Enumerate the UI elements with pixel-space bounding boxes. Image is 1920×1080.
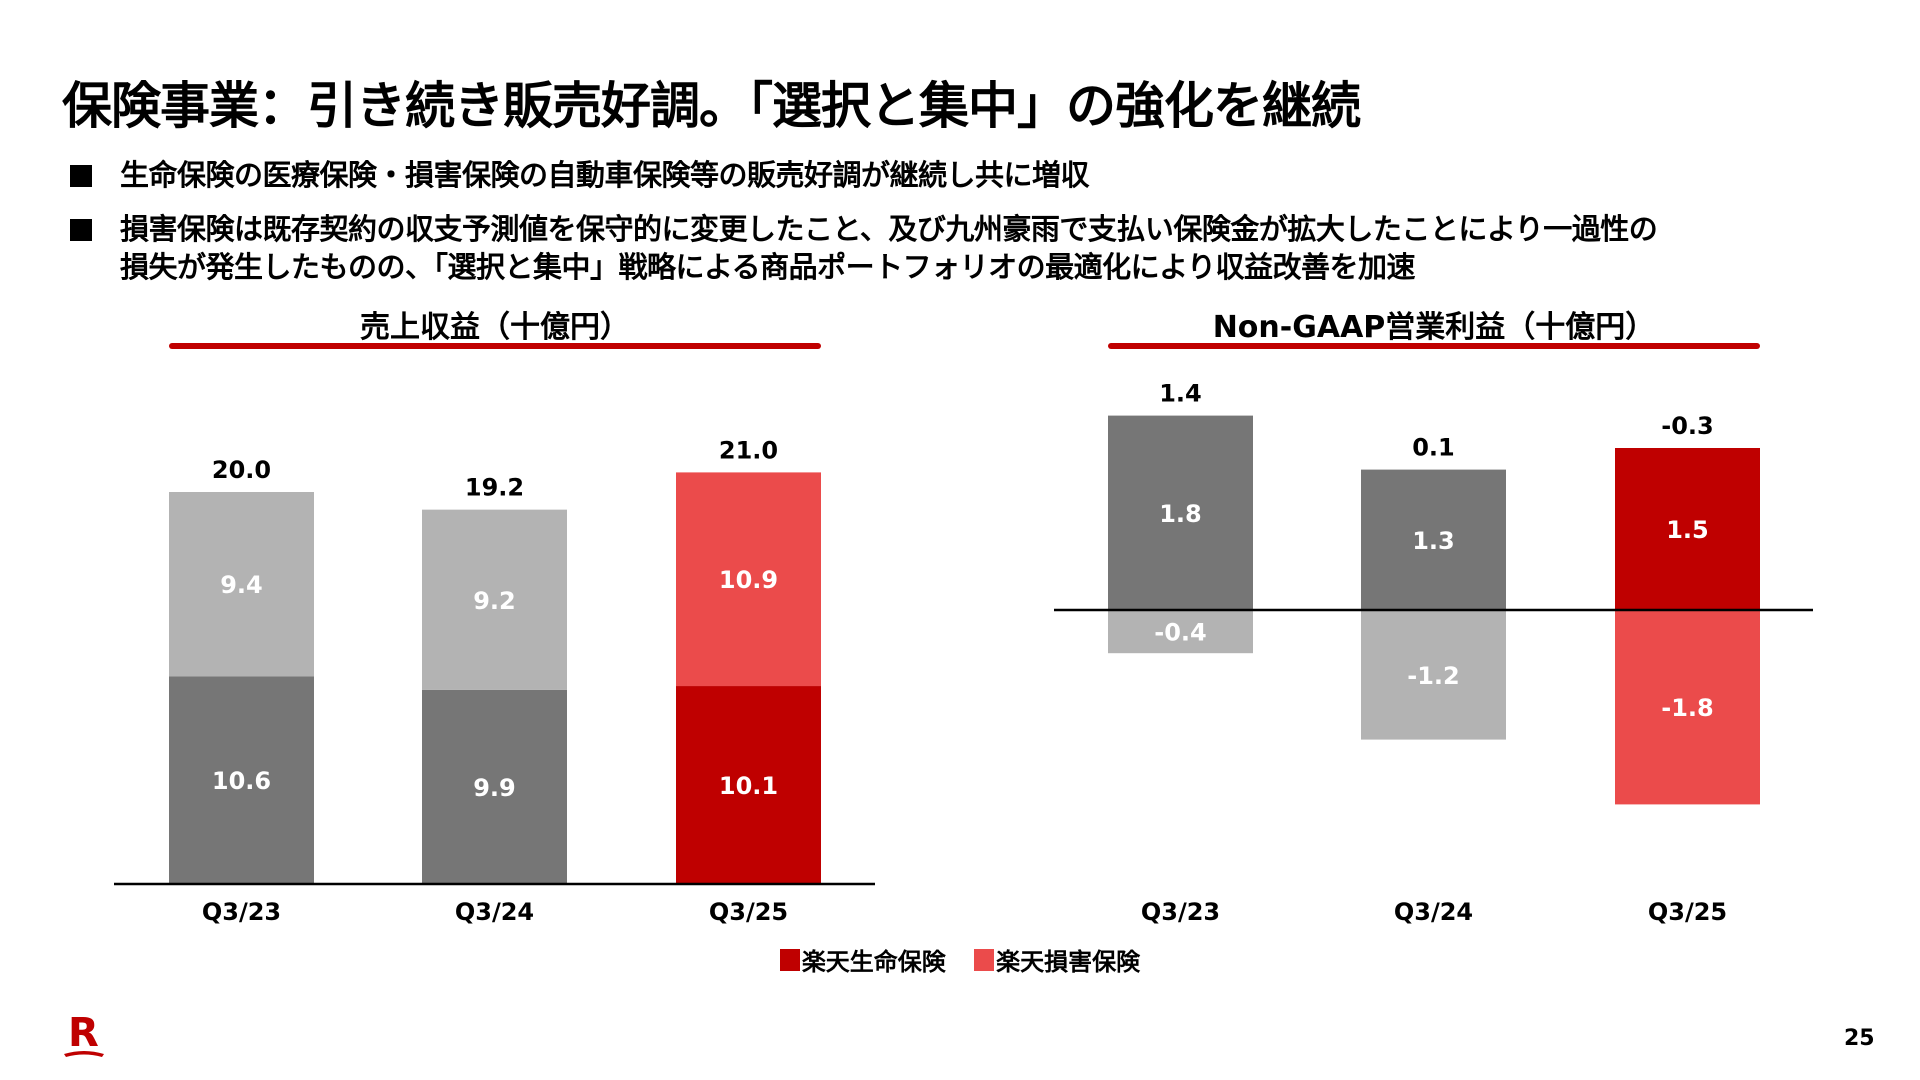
data-label: 10.9 [719, 566, 778, 594]
data-label: 1.5 [1666, 516, 1709, 544]
data-label: -1.2 [1407, 662, 1459, 690]
x-tick-label: Q3/25 [1648, 898, 1727, 926]
bar-segment-life [1361, 469, 1506, 610]
data-label: 1.3 [1412, 527, 1455, 555]
data-label: -0.4 [1154, 619, 1206, 647]
data-label: -1.8 [1661, 694, 1713, 722]
data-label: 9.4 [220, 571, 263, 599]
bar-segment-nonlife [1108, 610, 1253, 654]
x-tick-label: Q3/23 [202, 898, 281, 926]
x-tick-label: Q3/24 [1394, 898, 1473, 926]
legend-label: 楽天生命保険 [801, 948, 946, 976]
total-label: 0.1 [1412, 434, 1455, 462]
page-number: 25 [1844, 1026, 1875, 1051]
svg-text:R: R [68, 1010, 99, 1056]
data-label: 10.1 [719, 772, 778, 800]
bar-segment-life [169, 676, 314, 884]
legend-swatch-icon [779, 948, 800, 971]
bullet-text: 生命保険の医療保険・損害保険の自動車保険等の販売好調が継続し共に増収 [120, 158, 1090, 192]
total-label: 19.2 [465, 474, 524, 502]
rakuten-logo: R [62, 1008, 106, 1060]
bullet-text: 損害保険は既存契約の収支予測値を保守的に変更したこと、及び九州豪雨で支払い保険金… [120, 212, 1658, 246]
bar-segment-nonlife [1361, 610, 1506, 740]
data-label: 10.6 [212, 767, 271, 795]
chart-title-revenue: 売上収益（十億円） [360, 310, 630, 345]
total-label: 21.0 [719, 436, 778, 464]
data-label: 1.8 [1159, 500, 1202, 528]
data-label: 9.2 [473, 587, 516, 615]
bar-segment-life [676, 686, 821, 884]
bullet-square-icon [70, 219, 92, 241]
chart-title-underline [1108, 343, 1760, 349]
legend-swatch-icon [974, 948, 995, 971]
total-label: 20.0 [212, 456, 271, 484]
legend-label: 楽天損害保険 [996, 948, 1141, 976]
x-tick-label: Q3/25 [709, 898, 788, 926]
chart-title-profit: Non-GAAP営業利益（十億円） [1212, 310, 1656, 345]
bar-segment-nonlife [422, 509, 567, 690]
bullet-2-continued: 損失が発生したものの、「選択と集中」戦略による商品ポートフォリオの最適化により収… [120, 250, 1416, 284]
total-label: 1.4 [1159, 380, 1202, 408]
bullet-square-icon [70, 165, 92, 187]
bar-segment-life [422, 689, 567, 884]
legend-item-life: 楽天生命保険 [779, 942, 946, 977]
bar-segment-nonlife [1615, 610, 1760, 805]
bar-segment-life [1615, 448, 1760, 610]
total-label: -0.3 [1661, 412, 1713, 440]
bar-segment-nonlife [676, 472, 821, 687]
data-label: 9.9 [473, 774, 516, 802]
chart-title-underline [169, 343, 821, 349]
x-tick-label: Q3/24 [455, 898, 534, 926]
page-title: 保険事業：引き続き販売好調。「選択と集中」の強化を継続 [62, 77, 1361, 135]
bullet-1: 生命保険の医療保険・損害保険の自動車保険等の販売好調が継続し共に増収 [70, 152, 1090, 194]
x-tick-label: Q3/23 [1141, 898, 1220, 926]
bullet-2: 損害保険は既存契約の収支予測値を保守的に変更したこと、及び九州豪雨で支払い保険金… [70, 206, 1658, 248]
bar-segment-nonlife [169, 492, 314, 677]
legend: 楽天生命保険 楽天損害保険 [0, 942, 1920, 977]
legend-item-nonlife: 楽天損害保険 [974, 942, 1140, 977]
bar-segment-life [1108, 415, 1253, 610]
